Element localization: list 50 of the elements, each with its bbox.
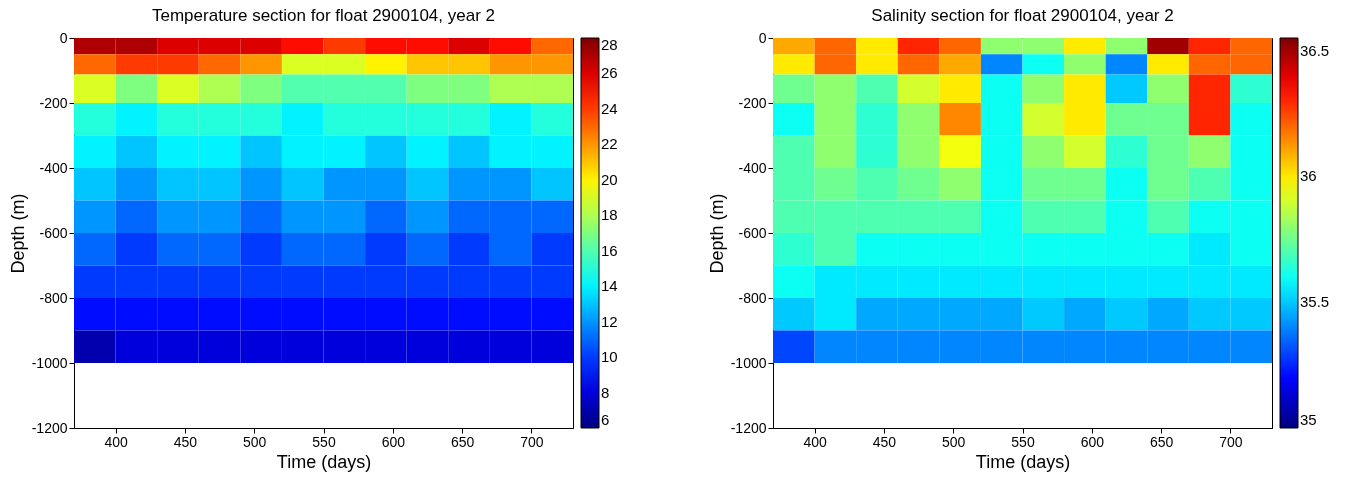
color-bar-label: 35.5 <box>1300 293 1330 311</box>
y-tick-label: -200 <box>39 94 68 111</box>
color-bar-label: 36 <box>1300 167 1317 185</box>
color-bar-label: 20 <box>601 170 618 188</box>
color-bar-label: 35 <box>1300 411 1317 428</box>
x-tick-label: 600 <box>381 433 406 450</box>
chart-title: Salinity section for float 2900104, year 2 <box>871 6 1174 25</box>
x-tick-label: 400 <box>104 433 128 450</box>
color-bar-label: 16 <box>601 241 618 259</box>
x-tick-label: 650 <box>450 433 475 450</box>
color-bar-label: 26 <box>601 64 618 82</box>
color-bar-label: 22 <box>601 135 618 153</box>
color-bar-label: 18 <box>601 206 618 224</box>
y-tick-label: -400 <box>738 159 767 176</box>
y-tick-label: -1000 <box>730 354 767 371</box>
color-bar-label: 14 <box>601 277 618 295</box>
y-tick-label: -800 <box>39 289 68 306</box>
y-axis-title: Depth (m) <box>706 193 727 274</box>
y-tick-label: -1000 <box>31 354 68 371</box>
x-tick-label: 700 <box>520 433 544 450</box>
x-tick-label: 650 <box>1149 433 1174 450</box>
y-tick-label: -200 <box>738 94 767 111</box>
y-tick-label: 0 <box>59 29 68 46</box>
y-tick-label: -800 <box>738 289 767 306</box>
x-tick-label: 700 <box>1219 433 1243 450</box>
x-tick-label: 500 <box>243 433 267 450</box>
y-tick-label: -400 <box>39 159 68 176</box>
x-tick-label: 600 <box>1080 433 1105 450</box>
y-axis-title: Depth (m) <box>7 193 28 274</box>
y-tick-label: -600 <box>738 224 767 241</box>
y-tick-label: -600 <box>39 224 68 241</box>
y-tick-label: 0 <box>758 29 767 46</box>
chart-title: Temperature section for float 2900104, year 2 <box>151 6 496 25</box>
x-axis-title: Time (days) <box>276 451 372 472</box>
x-axis-title: Time (days) <box>975 451 1071 472</box>
color-bar-label: 10 <box>601 348 618 366</box>
y-tick-label: -1200 <box>31 419 68 436</box>
x-tick-label: 450 <box>872 433 897 450</box>
color-bar-label: 12 <box>601 312 618 330</box>
x-tick-label: 450 <box>173 433 198 450</box>
color-bar-label: 36.5 <box>1300 41 1330 59</box>
color-bar-label: 28 <box>601 36 618 53</box>
color-bar-label: 24 <box>601 99 618 117</box>
x-tick-label: 550 <box>1011 433 1035 450</box>
color-bar-label: 6 <box>601 411 610 428</box>
y-tick-label: -1200 <box>730 419 767 436</box>
x-tick-label: 500 <box>942 433 966 450</box>
color-bar-label: 8 <box>601 383 610 401</box>
x-tick-label: 400 <box>803 433 827 450</box>
x-tick-label: 550 <box>312 433 336 450</box>
